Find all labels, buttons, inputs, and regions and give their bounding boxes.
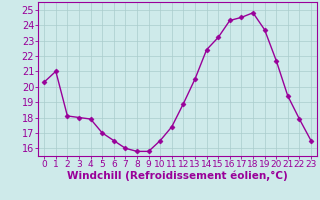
X-axis label: Windchill (Refroidissement éolien,°C): Windchill (Refroidissement éolien,°C) — [67, 171, 288, 181]
